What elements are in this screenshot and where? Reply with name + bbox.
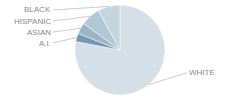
svg-text:ASIAN: ASIAN [27,28,51,37]
svg-text:A.I.: A.I. [39,39,51,48]
svg-text:WHITE: WHITE [189,68,215,77]
svg-text:BLACK: BLACK [24,5,51,14]
svg-text:HISPANIC: HISPANIC [14,17,51,26]
